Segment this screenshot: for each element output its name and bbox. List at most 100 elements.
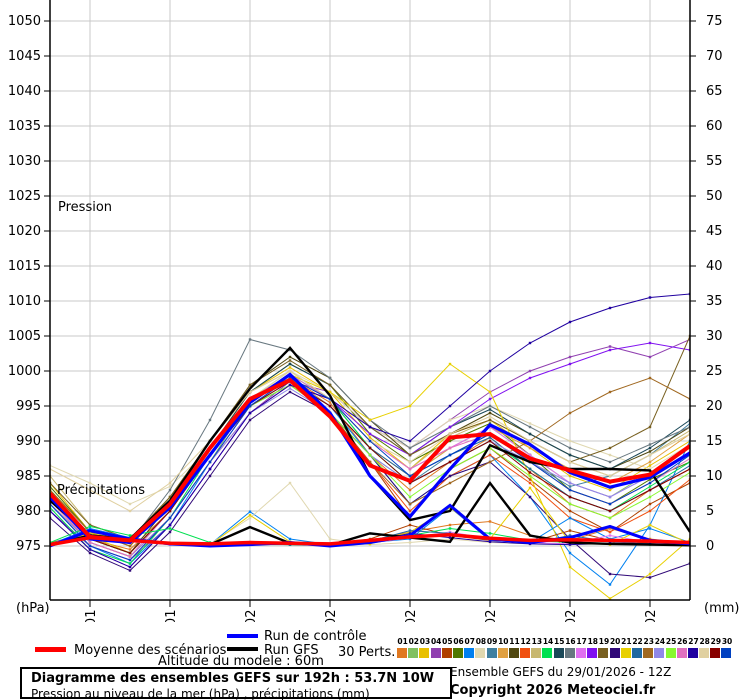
series-marker xyxy=(488,397,492,401)
series-marker xyxy=(608,348,612,352)
series-marker xyxy=(248,411,252,415)
series-marker xyxy=(88,527,92,530)
series-marker xyxy=(408,532,412,535)
series-marker xyxy=(408,530,412,534)
series-marker xyxy=(448,537,452,541)
series-marker xyxy=(408,446,412,450)
series-marker xyxy=(448,446,452,450)
pert-number: 06 xyxy=(453,637,464,646)
control-line-swatch xyxy=(227,634,258,638)
series-marker xyxy=(608,597,612,600)
annotation-précipitations: Précipitations xyxy=(57,483,145,498)
series-marker xyxy=(88,523,92,527)
pert-swatch xyxy=(452,648,463,658)
series-marker xyxy=(648,527,652,530)
right-tick-label: 40 xyxy=(706,259,723,274)
legend-perts-label: 30 Perts. xyxy=(338,645,396,660)
series-marker xyxy=(448,425,452,429)
pert-number: 01 xyxy=(397,637,408,646)
series-marker xyxy=(488,404,492,408)
pert-swatch xyxy=(620,648,631,658)
right-tick-label: 20 xyxy=(706,399,723,414)
right-tick-label: 15 xyxy=(706,434,723,449)
series-marker xyxy=(368,425,372,429)
series-marker xyxy=(448,506,452,509)
series-marker xyxy=(568,502,572,506)
series-marker xyxy=(448,362,452,366)
series-layer xyxy=(50,292,690,600)
series-marker xyxy=(568,529,572,532)
series-marker xyxy=(568,474,572,478)
pert-swatch xyxy=(397,648,407,658)
series-marker xyxy=(88,532,92,535)
left-axis-unit: (hPa) xyxy=(16,601,50,616)
pert-swatch xyxy=(564,648,575,658)
series-marker xyxy=(648,376,652,380)
pert-number-row: 01 02 03 04 05 06 07 08 09 10 11 12 13 14 15 16 17 18 19 20… xyxy=(397,637,733,646)
series-marker xyxy=(488,453,492,457)
series-moyenne-precip xyxy=(50,533,690,547)
series-marker xyxy=(288,387,292,390)
right-tick-label: 65 xyxy=(706,84,723,99)
pert-color-row xyxy=(397,648,733,658)
series-marker xyxy=(568,485,572,488)
series-marker xyxy=(528,369,532,373)
series-marker xyxy=(128,565,132,569)
pert-swatch xyxy=(676,648,687,658)
series-marker xyxy=(528,478,532,481)
altitude-note: Altitude du modele : 60m xyxy=(158,654,324,669)
date-label: 03/02 xyxy=(404,610,419,622)
left-tick-label: 1020 xyxy=(8,224,41,239)
series-marker xyxy=(128,555,132,558)
series-marker xyxy=(528,471,532,474)
series-marker xyxy=(88,481,92,485)
series-marker xyxy=(648,464,652,467)
series-marker xyxy=(328,404,332,408)
pert-swatch xyxy=(587,648,598,658)
series-marker xyxy=(248,404,252,408)
left-tick-label: 1005 xyxy=(8,329,41,344)
series-marker xyxy=(208,418,212,422)
legend-gfs-label: Run GFS xyxy=(264,643,319,658)
left-tick-label: 1025 xyxy=(8,189,41,204)
series-marker xyxy=(648,523,652,527)
series-marker xyxy=(88,488,92,492)
series-marker xyxy=(168,516,172,520)
series-marker xyxy=(168,523,172,527)
pert-number: 21 xyxy=(621,637,632,646)
pert-swatch xyxy=(598,648,609,658)
pert-swatch xyxy=(508,648,519,658)
series-marker xyxy=(648,443,652,446)
series-marker xyxy=(248,510,252,513)
series-marker xyxy=(88,548,92,551)
pert-swatch xyxy=(609,648,620,658)
series-marker xyxy=(608,572,612,576)
left-tick-label: 1015 xyxy=(8,259,41,274)
right-axis-unit: (mm) xyxy=(704,601,740,616)
series-marker xyxy=(408,509,412,513)
series-marker xyxy=(648,495,652,499)
series-marker xyxy=(448,439,452,443)
series-marker xyxy=(448,460,452,464)
pert-swatch xyxy=(475,648,486,658)
series-marker xyxy=(408,404,412,408)
series-marker xyxy=(648,502,652,506)
pert-number: 13 xyxy=(531,637,543,646)
pert-number: 10 xyxy=(498,637,509,646)
series-marker xyxy=(608,345,612,348)
series-marker xyxy=(128,502,132,506)
series-marker xyxy=(528,453,532,457)
series-marker xyxy=(528,495,532,499)
series-marker xyxy=(528,474,532,478)
series-marker xyxy=(488,460,492,464)
series-marker xyxy=(568,362,572,366)
pert-number: 08 xyxy=(475,637,487,646)
series-marker xyxy=(448,404,452,408)
date-label: 05/02 xyxy=(564,610,579,622)
pert-swatch xyxy=(710,648,721,658)
pert-swatch xyxy=(665,648,676,658)
series-marker xyxy=(568,565,572,569)
series-marker xyxy=(568,453,572,457)
series-marker xyxy=(608,502,612,506)
